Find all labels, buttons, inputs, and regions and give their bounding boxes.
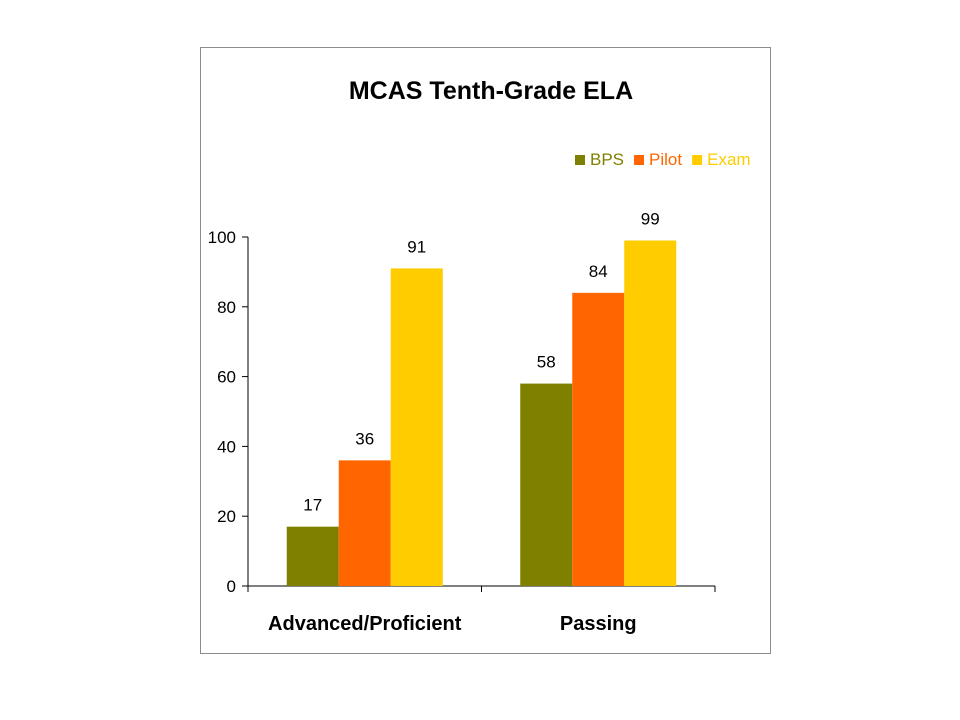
chart-title: MCAS Tenth-Grade ELA — [349, 77, 633, 105]
y-tick-label: 80 — [217, 298, 236, 317]
bar — [286, 526, 339, 586]
legend-swatch — [692, 155, 703, 165]
bar — [572, 292, 625, 586]
x-category-label: Advanced/Proficient — [268, 613, 462, 635]
legend-label: Exam — [707, 150, 750, 169]
y-tick-label: 20 — [217, 507, 236, 526]
y-tick-label: 0 — [227, 577, 236, 596]
data-labels: 17 36 91 58 84 99 — [303, 209, 659, 514]
legend-swatch — [575, 155, 585, 165]
bar — [520, 383, 573, 586]
legend-label: BPS — [590, 150, 624, 169]
legend-swatch — [634, 155, 645, 165]
legend-label: Pilot — [649, 150, 682, 169]
data-label: 91 — [407, 237, 426, 256]
chart-frame: MCAS Tenth-Grade ELA BPS Pilot Exam 0 20 40 6… — [200, 47, 771, 654]
y-tick-label: 100 — [208, 228, 236, 247]
data-label: 58 — [537, 353, 556, 372]
bars — [286, 240, 677, 587]
chart-svg: MCAS Tenth-Grade ELA BPS Pilot Exam 0 20 40 6… — [208, 77, 751, 635]
data-label: 99 — [641, 209, 660, 228]
legend: BPS Pilot Exam — [575, 150, 751, 169]
y-tick-label: 40 — [217, 437, 236, 456]
bar — [338, 460, 391, 586]
data-label: 17 — [303, 496, 322, 515]
data-label: 84 — [589, 262, 608, 281]
data-label: 36 — [355, 429, 374, 448]
y-tick-label: 60 — [217, 368, 236, 387]
x-category-label: Passing — [560, 613, 637, 635]
bar — [624, 240, 677, 587]
axes: 0 20 40 60 80 100 Advanced/Proficient Passing — [208, 228, 716, 635]
bar — [390, 268, 443, 586]
